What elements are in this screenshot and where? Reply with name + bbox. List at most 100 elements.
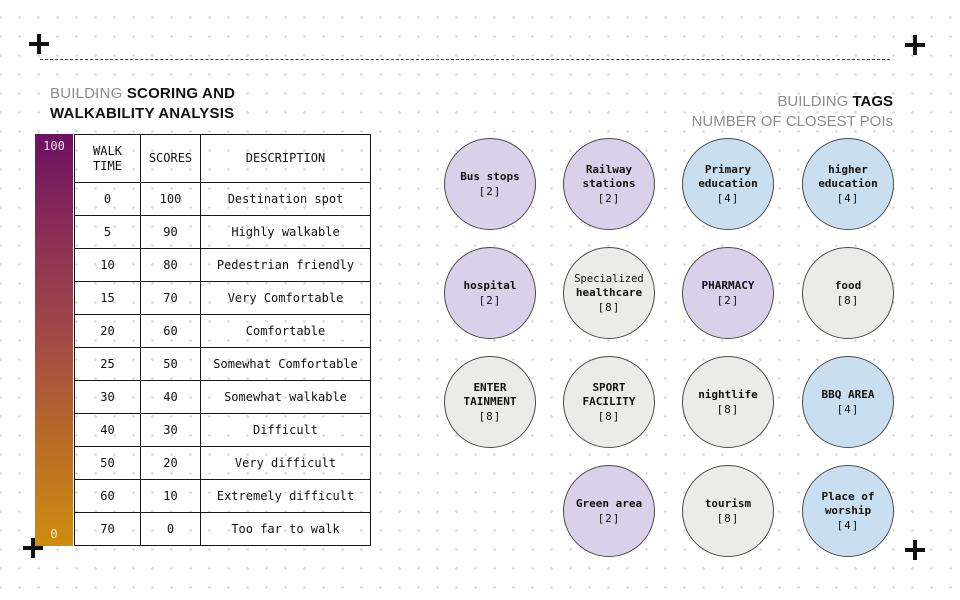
tag-circle-higher-education: higher education [4] xyxy=(802,138,894,230)
tag-circle-bbq-area: BBQ AREA [4] xyxy=(802,356,894,448)
column-header: DESCRIPTION xyxy=(200,134,371,183)
table-row: 0 100 Destination spot xyxy=(74,182,371,216)
walk-time-cell: 10 xyxy=(74,248,141,282)
tags-title-subtitle: NUMBER OF CLOSEST POIs xyxy=(691,113,893,130)
walk-score-table: WALK TIME SCORES DESCRIPTION 0 100 Destinati… xyxy=(74,134,371,546)
walk-time-cell: 25 xyxy=(74,347,141,381)
top-dashed-divider xyxy=(40,59,890,60)
tag-label: food xyxy=(834,278,862,292)
tag-count: [2] xyxy=(716,293,740,307)
description-cell: Very Comfortable xyxy=(200,281,371,315)
tag-label: nightlife xyxy=(698,387,758,401)
walk-time-cell: 5 xyxy=(74,215,141,249)
tag-count: [2] xyxy=(597,191,621,205)
description-cell: Too far to walk xyxy=(200,512,371,546)
description-cell: Difficult xyxy=(200,413,371,447)
crop-mark-top-right-icon xyxy=(905,35,925,55)
table-row: 10 80 Pedestrian friendly xyxy=(74,248,371,282)
description-cell: Somewhat walkable xyxy=(200,380,371,414)
description-cell: Comfortable xyxy=(200,314,371,348)
table-header-row: WALK TIME SCORES DESCRIPTION xyxy=(74,134,371,183)
scoring-title-prefix: BUILDING xyxy=(50,85,123,102)
column-header: SCORES xyxy=(140,134,201,183)
tag-label: Bus stops xyxy=(460,169,520,183)
walk-time-cell: 50 xyxy=(74,446,141,480)
crop-mark-bottom-right-icon xyxy=(905,540,925,560)
tag-circle-nightlife: nightlife [8] xyxy=(682,356,774,448)
tag-circle-sport-facility: SPORT FACILITY [8] xyxy=(563,356,655,448)
tag-label: TAINMENT xyxy=(463,394,517,408)
walk-time-cell: 0 xyxy=(74,182,141,216)
tag-label: ENTER xyxy=(473,380,507,394)
tag-circle-hospital: hospital [2] xyxy=(444,247,536,339)
tag-count: [4] xyxy=(836,402,860,416)
tags-title-line1: BUILDING TAGS xyxy=(692,92,893,112)
tag-label: FACILITY xyxy=(582,394,636,408)
table-row: 70 0 Too far to walk xyxy=(74,512,371,546)
table-row: 60 10 Extremely difficult xyxy=(74,479,371,513)
colorbar-max-label: 100 xyxy=(43,139,65,153)
tag-label: hospital xyxy=(463,278,517,292)
column-header: WALK TIME xyxy=(74,134,141,183)
tag-count: [8] xyxy=(597,409,621,423)
tag-circle-specialized-healthcare: Specialized healthcare [8] xyxy=(563,247,655,339)
score-cell: 70 xyxy=(140,281,201,315)
score-cell: 60 xyxy=(140,314,201,348)
tag-circle-enter-tainment: ENTER TAINMENT [8] xyxy=(444,356,536,448)
tag-count: [4] xyxy=(836,191,860,205)
description-cell: Highly walkable xyxy=(200,215,371,249)
table-row: 50 20 Very difficult xyxy=(74,446,371,480)
score-cell: 10 xyxy=(140,479,201,513)
description-cell: Destination spot xyxy=(200,182,371,216)
tag-label: Specialized xyxy=(574,272,644,285)
tag-label: BBQ AREA xyxy=(821,387,875,401)
tags-title-prefix: BUILDING xyxy=(777,93,849,110)
table-row: 40 30 Difficult xyxy=(74,413,371,447)
tag-circle-tourism: tourism [8] xyxy=(682,465,774,557)
score-cell: 80 xyxy=(140,248,201,282)
description-cell: Pedestrian friendly xyxy=(200,248,371,282)
walk-time-cell: 20 xyxy=(74,314,141,348)
tag-label: Primary xyxy=(704,162,752,176)
crop-mark-top-left-icon xyxy=(29,34,49,54)
tag-count: [2] xyxy=(597,511,621,525)
walk-time-cell: 60 xyxy=(74,479,141,513)
table-row: 5 90 Highly walkable xyxy=(74,215,371,249)
walk-time-cell: 15 xyxy=(74,281,141,315)
description-cell: Extremely difficult xyxy=(200,479,371,513)
score-cell: 40 xyxy=(140,380,201,414)
colorbar-min-label: 0 xyxy=(50,527,58,541)
tag-label: Place of xyxy=(821,489,875,503)
table-row: 25 50 Somewhat Comfortable xyxy=(74,347,371,381)
scoring-title-line2: WALKABILITY ANALYSIS xyxy=(50,104,235,124)
tag-circle-place-of-worship: Place of worship [4] xyxy=(802,465,894,557)
tag-count: [4] xyxy=(836,518,860,532)
tag-count: [8] xyxy=(478,409,502,423)
tag-label: healthcare xyxy=(575,285,643,299)
table-row: 30 40 Somewhat walkable xyxy=(74,380,371,414)
description-cell: Very difficult xyxy=(200,446,371,480)
walk-time-cell: 40 xyxy=(74,413,141,447)
scoring-section-title: BUILDING SCORING AND WALKABILITY ANALYSI… xyxy=(50,84,235,124)
score-colorbar: 100 0 xyxy=(35,134,73,546)
score-cell: 0 xyxy=(140,512,201,546)
score-cell: 20 xyxy=(140,446,201,480)
tag-count: [2] xyxy=(478,184,502,198)
score-cell: 50 xyxy=(140,347,201,381)
score-cell: 30 xyxy=(140,413,201,447)
tag-count: [2] xyxy=(478,293,502,307)
tag-count: [8] xyxy=(836,293,860,307)
tag-label: Railway xyxy=(585,162,633,176)
scoring-title-emphasis2: WALKABILITY ANALYSIS xyxy=(50,105,235,122)
tag-label: tourism xyxy=(704,496,752,510)
score-cell: 100 xyxy=(140,182,201,216)
tag-count: [8] xyxy=(597,300,621,314)
tag-circle-railway-stations: Railway stations [2] xyxy=(563,138,655,230)
walk-time-cell: 30 xyxy=(74,380,141,414)
table-row: 15 70 Very Comfortable xyxy=(74,281,371,315)
scoring-title-line1: BUILDING SCORING AND xyxy=(50,84,235,104)
score-cell: 90 xyxy=(140,215,201,249)
tag-label: Green area xyxy=(575,496,643,510)
tag-circle-primary-education: Primary education [4] xyxy=(682,138,774,230)
